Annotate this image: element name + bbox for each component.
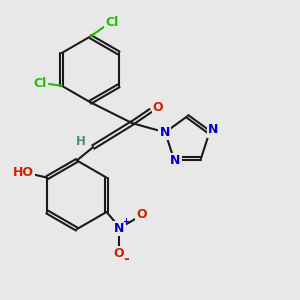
Text: N: N [159, 126, 170, 139]
Text: N: N [114, 222, 124, 235]
Text: O: O [136, 208, 147, 221]
Text: N: N [170, 154, 180, 167]
Text: Cl: Cl [33, 77, 47, 90]
Text: H: H [76, 135, 86, 148]
Text: HO: HO [13, 166, 34, 179]
Text: Cl: Cl [106, 16, 119, 29]
Text: +: + [122, 217, 129, 226]
Text: N: N [208, 124, 218, 136]
Text: O: O [114, 247, 124, 260]
Text: O: O [153, 101, 164, 114]
Text: -: - [124, 252, 130, 266]
